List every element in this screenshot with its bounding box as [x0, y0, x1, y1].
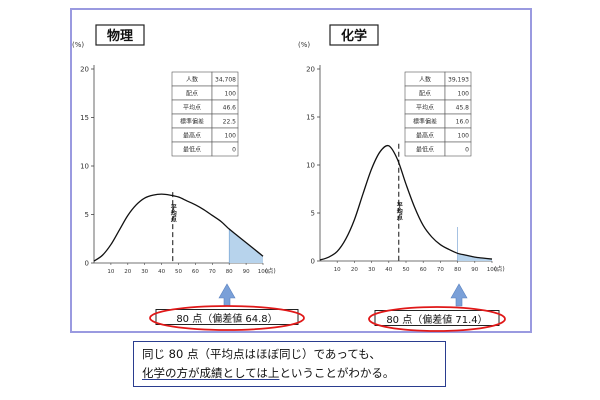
y-tick-label: 10 — [80, 163, 89, 171]
note-underlined-phrase: 化学の方が成績としては上 — [142, 366, 280, 380]
chart-title: 物理 — [107, 28, 133, 44]
stats-value-cell — [444, 141, 472, 157]
stats-value: 0 — [465, 147, 469, 154]
stats-value: 0 — [232, 147, 236, 154]
stats-value: 45.8 — [456, 105, 470, 112]
x-tick-label: 20 — [124, 269, 131, 275]
callout-oval — [149, 305, 305, 331]
mean-label: 平均点 — [169, 204, 176, 223]
stats-label: 標準偏差 — [413, 118, 437, 126]
stats-value: 100 — [225, 133, 237, 140]
stats-value-cell — [211, 141, 239, 157]
callout-text: 80 点（偏差値 71.4） — [386, 313, 487, 326]
distribution-curve — [93, 193, 264, 262]
x-tick-label: 30 — [368, 267, 375, 273]
x-axis-unit: (点) — [265, 267, 276, 275]
callout-box — [374, 310, 500, 326]
stats-label: 配点 — [186, 90, 198, 98]
stats-value: 22.5 — [223, 119, 237, 126]
x-tick-label: 80 — [454, 267, 461, 273]
y-tick-label: 0 — [311, 258, 315, 266]
stats-value: 16.0 — [456, 119, 470, 126]
x-tick-label: 50 — [403, 267, 410, 273]
y-tick-label: 15 — [306, 114, 315, 122]
highlight-area — [457, 253, 492, 261]
stats-value: 100 — [458, 91, 470, 98]
y-tick-label: 5 — [311, 210, 315, 218]
stats-label: 標準偏差 — [180, 118, 204, 126]
y-tick-label: 0 — [85, 260, 89, 268]
stats-label: 最高点 — [416, 132, 434, 140]
x-tick-label: 70 — [437, 267, 444, 273]
up-arrow-icon — [450, 283, 468, 307]
x-tick-label: 100 — [258, 269, 269, 275]
x-tick-label: 40 — [385, 267, 392, 273]
x-tick-label: 70 — [209, 269, 216, 275]
x-tick-label: 10 — [107, 269, 114, 275]
figure-frame — [70, 8, 532, 333]
stats-value: 100 — [458, 133, 470, 140]
chart-title: 化学 — [341, 28, 367, 44]
distribution-curve — [319, 144, 493, 261]
stats-value: 39,193 — [448, 77, 469, 84]
y-axis-unit: (%) — [298, 41, 310, 49]
x-tick-label: 10 — [334, 267, 341, 273]
x-tick-label: 30 — [141, 269, 148, 275]
y-tick-label: 20 — [306, 66, 315, 74]
x-tick-label: 50 — [175, 269, 182, 275]
stats-label: 人数 — [419, 76, 431, 84]
y-tick-label: 5 — [85, 211, 89, 219]
stats-label: 人数 — [186, 76, 198, 84]
chart-title-box — [329, 24, 379, 46]
highlight-area — [229, 229, 263, 263]
stats-value: 34,708 — [215, 77, 236, 84]
conclusion-note: 同じ 80 点（平均点はほぼ同じ）であっても、 化学の方が成績としては上というこ… — [133, 341, 446, 387]
stats-label: 配点 — [419, 90, 431, 98]
chart-title-box — [95, 24, 145, 46]
stats-value: 100 — [225, 91, 237, 98]
y-axis-unit: (%) — [72, 41, 84, 49]
stats-label: 最高点 — [183, 132, 201, 140]
note-line-2: 化学の方が成績としては上ということがわかる。 — [142, 364, 437, 383]
stats-label: 平均点 — [416, 104, 434, 112]
stats-value: 46.6 — [223, 105, 237, 112]
y-tick-label: 15 — [80, 114, 89, 122]
x-tick-label: 60 — [420, 267, 427, 273]
up-arrow-icon — [218, 283, 236, 307]
y-tick-label: 20 — [80, 66, 89, 74]
stats-label: 最低点 — [416, 146, 434, 154]
x-tick-label: 40 — [158, 269, 165, 275]
callout-oval — [368, 306, 506, 332]
x-tick-label: 80 — [226, 269, 233, 275]
y-tick-label: 10 — [306, 162, 315, 170]
x-tick-label: 90 — [243, 269, 250, 275]
stats-label: 平均点 — [183, 104, 201, 112]
note-line-1: 同じ 80 点（平均点はほぼ同じ）であっても、 — [142, 347, 381, 361]
stats-label: 最低点 — [183, 146, 201, 154]
x-tick-label: 90 — [471, 267, 478, 273]
mean-label: 平均点 — [395, 202, 402, 221]
x-tick-label: 60 — [192, 269, 199, 275]
x-axis-unit: (点) — [494, 265, 505, 273]
x-tick-label: 20 — [351, 267, 358, 273]
note-line-2-rest: ということがわかる。 — [279, 366, 395, 380]
callout-text: 80 点（偏差値 64.8） — [176, 312, 277, 325]
x-tick-label: 100 — [487, 267, 498, 273]
callout-box — [155, 309, 299, 325]
